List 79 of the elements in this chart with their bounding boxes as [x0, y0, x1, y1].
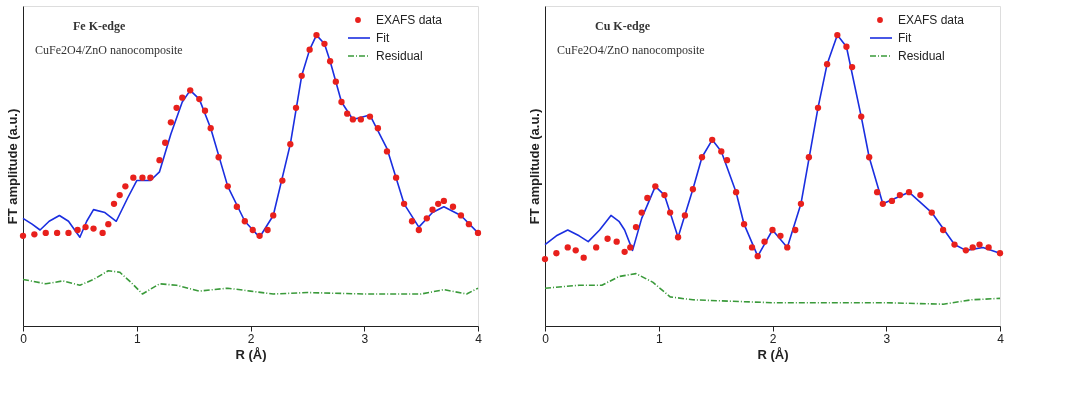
point: [580, 254, 587, 261]
point: [698, 154, 706, 161]
point: [939, 226, 947, 234]
point: [928, 209, 935, 216]
x-tick-label: 1: [133, 331, 141, 346]
point: [905, 189, 913, 196]
x-tick-label: 1: [655, 331, 663, 346]
point: [613, 238, 620, 245]
point: [866, 154, 873, 161]
point: [748, 244, 756, 251]
x-tick-label: 0: [542, 331, 550, 346]
x-axis-title: R (Å): [235, 346, 267, 362]
point: [564, 244, 571, 251]
point: [873, 189, 881, 196]
annotation: CuFe2O4/ZnO nanocomposite: [35, 43, 183, 57]
y-axis-title: FT amplitude (a.u.): [4, 108, 20, 225]
point: [674, 234, 682, 241]
point: [627, 244, 634, 251]
point: [723, 157, 731, 164]
point: [644, 194, 651, 202]
x-tick-label: 2: [247, 331, 255, 346]
legend-label: Fit: [376, 31, 390, 45]
point: [666, 209, 674, 216]
point: [976, 241, 983, 248]
point: [896, 191, 904, 199]
point: [661, 191, 668, 199]
point: [843, 43, 850, 50]
legend-label: EXAFS data: [376, 13, 443, 27]
point: [888, 197, 896, 205]
x-tick-label: 3: [361, 331, 369, 346]
point: [814, 104, 822, 111]
legend-label: Residual: [898, 49, 945, 63]
point: [681, 212, 689, 219]
legend-label: Fit: [898, 31, 912, 45]
x-tick-label: 4: [997, 331, 1005, 346]
point: [604, 235, 611, 242]
point: [572, 247, 579, 254]
point: [879, 200, 886, 207]
point: [732, 189, 740, 196]
point: [553, 250, 560, 257]
x-tick-label: 4: [475, 331, 483, 346]
point: [917, 191, 924, 199]
x-axis-title: R (Å): [757, 346, 789, 362]
point: [709, 136, 716, 143]
point: [593, 244, 600, 251]
point: [985, 244, 992, 251]
x-tick-label: 3: [883, 331, 891, 346]
point: [792, 226, 799, 234]
legend-label: EXAFS data: [898, 13, 965, 27]
point: [834, 31, 841, 39]
point: [969, 244, 976, 251]
annotation: CuFe2O4/ZnO nanocomposite: [557, 43, 705, 57]
point: [996, 250, 1004, 257]
point: [951, 241, 958, 248]
text: Fe K-edge: [73, 19, 126, 33]
point: [621, 248, 628, 255]
text: Cu K-edge: [595, 19, 651, 33]
point: [632, 223, 640, 231]
point: [689, 186, 697, 193]
point: [848, 63, 856, 71]
point: [797, 200, 805, 207]
point: [858, 113, 865, 120]
point: [805, 154, 813, 161]
point: [638, 209, 645, 216]
legend-label: Residual: [376, 49, 423, 63]
point: [823, 61, 831, 68]
point: [740, 221, 748, 228]
y-axis-title: FT amplitude (a.u.): [526, 108, 542, 225]
point: [962, 247, 970, 254]
x-tick-label: 2: [769, 331, 777, 346]
point: [754, 253, 761, 260]
point: [761, 238, 768, 245]
point: [777, 232, 784, 239]
point: [718, 148, 725, 155]
point: [541, 255, 549, 263]
x-tick-label: 0: [20, 331, 28, 346]
point: [769, 226, 776, 234]
point: [652, 183, 659, 190]
point: [784, 244, 791, 251]
